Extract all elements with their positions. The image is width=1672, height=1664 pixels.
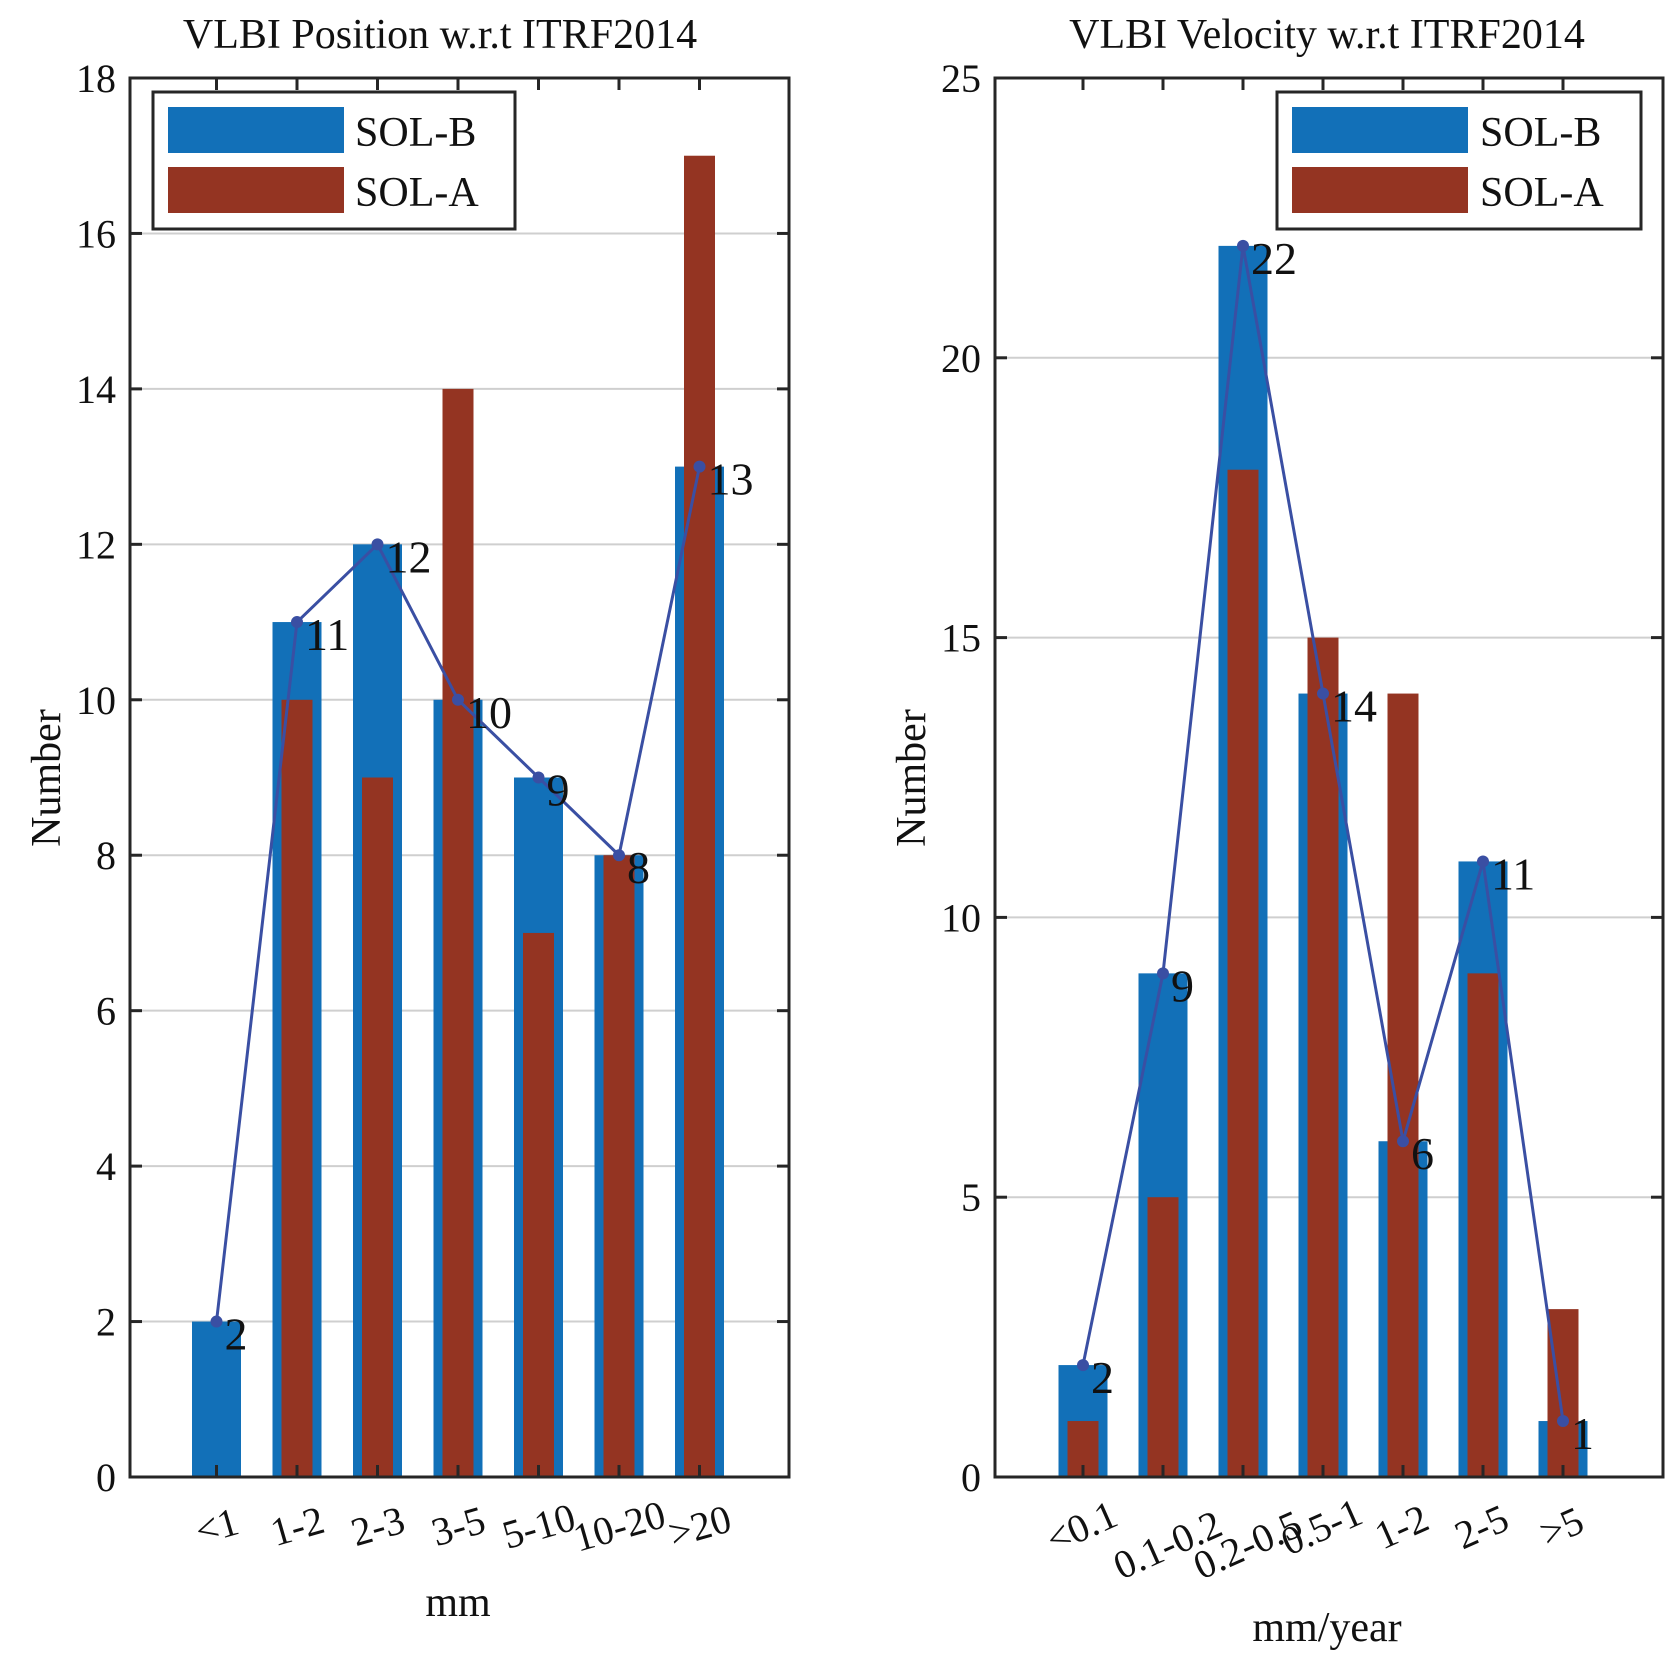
chart-position: VLBI Position w.r.t ITRF2014 2 11 12 10 9 8 13… — [24, 12, 791, 1626]
trend-marker — [1397, 1135, 1409, 1148]
y-tick-label: 14 — [76, 367, 116, 412]
x-tick-label: 2-5 — [1448, 1495, 1515, 1558]
legend-swatch-sol-b — [1292, 107, 1468, 153]
x-axis-label: mm/year — [1252, 1605, 1401, 1651]
y-tick-label: 15 — [941, 616, 981, 661]
legend-label-sol-a: SOL-A — [1480, 170, 1604, 216]
trend-marker — [291, 616, 303, 629]
trend-marker — [1157, 967, 1169, 980]
trend-marker — [452, 693, 464, 706]
legend-label-sol-b: SOL-B — [1480, 110, 1601, 156]
y-tick-label: 20 — [941, 336, 981, 381]
bar-sol-a — [362, 777, 393, 1477]
y-axis-label: Number — [889, 709, 935, 847]
data-label: 2 — [225, 1309, 248, 1360]
x-axis-label: mm — [425, 1580, 491, 1626]
chart-title: VLBI Velocity w.r.t ITRF2014 — [1069, 12, 1585, 58]
y-tick-label: 0 — [96, 1455, 116, 1500]
chart-velocity: VLBI Velocity w.r.t ITRF2014 2922146111 … — [889, 12, 1665, 1651]
data-label: 9 — [1171, 960, 1194, 1011]
y-tick-label: 8 — [96, 833, 116, 878]
x-tick-label: 1-2 — [1368, 1495, 1435, 1558]
bar-sol-a — [603, 855, 635, 1477]
data-label: 14 — [1331, 681, 1377, 732]
bar-sol-a — [1307, 637, 1339, 1477]
trend-marker — [210, 1315, 223, 1328]
y-tick-label: 5 — [961, 1175, 981, 1220]
y-tick-label: 25 — [941, 56, 981, 101]
bar-sol-a — [684, 155, 715, 1478]
legend: SOL-B SOL-A — [151, 90, 517, 231]
y-tick-label: 4 — [96, 1144, 116, 1189]
trend-marker — [693, 460, 706, 473]
x-tick-label: 10-20 — [568, 1492, 670, 1561]
legend-label-sol-a: SOL-A — [355, 170, 479, 216]
trend-marker — [532, 771, 545, 784]
bar-sol-a — [1147, 1197, 1179, 1477]
data-label: 11 — [305, 609, 349, 660]
trend-marker — [1317, 687, 1329, 700]
y-axis-label: Number — [24, 709, 70, 847]
bar-sol-a — [1467, 973, 1499, 1477]
y-tick-label: 18 — [76, 56, 116, 101]
trend-marker — [1557, 1415, 1569, 1428]
y-tick-label: 2 — [96, 1300, 116, 1345]
y-tick-label: 10 — [941, 895, 981, 940]
bar-sol-a — [442, 388, 474, 1477]
axes-frame — [993, 76, 1665, 1479]
trend-marker — [1237, 239, 1249, 252]
bar-sol-a — [281, 699, 313, 1477]
data-label: 11 — [1491, 848, 1535, 899]
x-tick-label: 3-5 — [426, 1497, 490, 1555]
data-label: 8 — [627, 842, 650, 893]
legend-swatch-sol-a — [168, 167, 344, 213]
bar-sol-a — [1227, 469, 1259, 1478]
bar-sol-a — [1547, 1309, 1579, 1477]
x-tick-label: 5-10 — [497, 1494, 580, 1557]
data-label: 22 — [1251, 233, 1297, 284]
x-tick-label: <1 — [190, 1499, 243, 1554]
chart-title: VLBI Position w.r.t ITRF2014 — [183, 12, 697, 58]
y-tick-label: 0 — [961, 1455, 981, 1500]
legend-label-sol-b: SOL-B — [355, 110, 476, 156]
y-tick-label: 6 — [96, 989, 116, 1034]
data-label: 12 — [386, 531, 432, 582]
data-label: 1 — [1571, 1408, 1594, 1459]
x-tick-label: 2-3 — [346, 1497, 410, 1555]
trend-marker — [371, 538, 384, 551]
trend-marker — [1477, 855, 1489, 868]
x-tick-label: >5 — [1533, 1497, 1590, 1555]
trend-marker — [613, 849, 625, 862]
y-tick-label: 12 — [76, 522, 116, 567]
y-tick-label: 16 — [76, 211, 116, 256]
trend-marker — [1077, 1359, 1089, 1372]
data-label: 6 — [1411, 1128, 1434, 1179]
data-label: 10 — [466, 687, 512, 738]
x-tick-label: >20 — [664, 1496, 737, 1557]
data-label: 9 — [547, 765, 570, 816]
legend-swatch-sol-a — [1292, 167, 1468, 213]
data-label: 2 — [1091, 1352, 1114, 1403]
x-tick-label: 1-2 — [265, 1497, 329, 1555]
data-label: 13 — [708, 454, 754, 505]
bar-sol-a — [523, 932, 554, 1477]
legend: SOL-B SOL-A — [1275, 90, 1643, 231]
bar-sol-b — [192, 1321, 241, 1477]
y-tick-label: 10 — [76, 678, 116, 723]
legend-swatch-sol-b — [168, 107, 344, 153]
x-tick-label: 0.5-1 — [1274, 1489, 1368, 1564]
